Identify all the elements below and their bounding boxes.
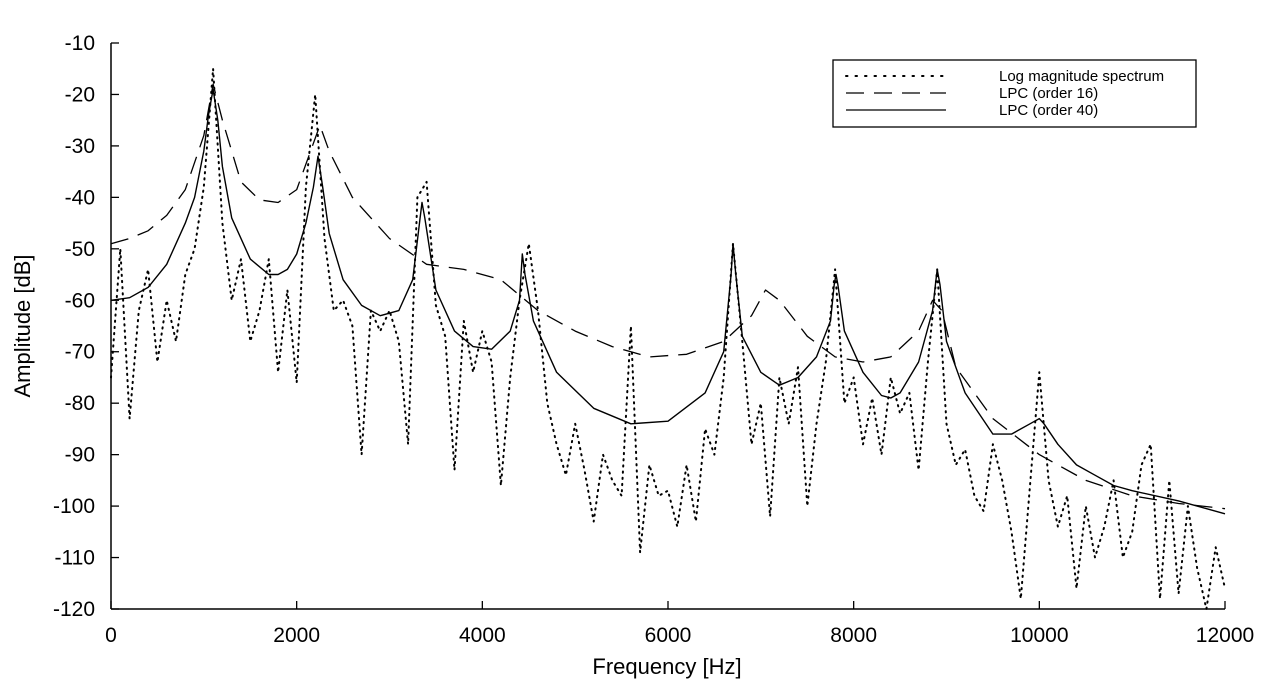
legend: Log magnitude spectrum LPC (order 16) LP… [832, 59, 1197, 128]
y-tick-label: -30 [65, 135, 95, 158]
legend-label-lpc16: LPC (order 16) [999, 85, 1098, 102]
x-tick-label: 2000 [273, 624, 320, 647]
y-tick-label: -90 [65, 444, 95, 467]
legend-label-lpc40: LPC (order 40) [999, 102, 1098, 119]
series-line-lpc-order-40 [110, 88, 1226, 515]
x-tick-label: 12000 [1196, 624, 1254, 647]
y-tick-label: -40 [65, 186, 95, 209]
legend-box [832, 59, 1197, 128]
y-tick-label: -70 [65, 341, 95, 364]
series-line-log-magnitude-spectrum [110, 67, 1226, 610]
series-line-lpc-order-16 [110, 83, 1226, 510]
y-axis-ticks: -10 -20 -30 -40 -50 -60 -70 -80 -90 -100 -110 -120 [53, 32, 119, 621]
x-axis-label: Frequency [Hz] [592, 654, 741, 679]
y-tick-label: -10 [65, 32, 95, 55]
x-tick-label: 4000 [459, 624, 506, 647]
y-tick-label: -50 [65, 238, 95, 261]
y-tick-label: -110 [55, 547, 95, 570]
y-tick-label: -120 [53, 598, 95, 621]
y-tick-label: -100 [53, 495, 95, 518]
x-tick-label: 0 [105, 624, 117, 647]
series-lines [110, 67, 1226, 610]
x-tick-label: 10000 [1010, 624, 1068, 647]
y-tick-label: -20 [65, 83, 95, 106]
y-axis-label: Amplitude [dB] [10, 254, 35, 397]
x-tick-label: 6000 [645, 624, 692, 647]
chart-axes [110, 43, 1225, 610]
x-tick-label: 8000 [830, 624, 877, 647]
y-tick-label: -60 [65, 289, 95, 312]
x-axis-ticks: 0 2000 4000 6000 8000 10000 12000 [105, 601, 1254, 647]
y-tick-label: -80 [65, 392, 95, 415]
legend-label-log-spectrum: Log magnitude spectrum [999, 68, 1164, 85]
